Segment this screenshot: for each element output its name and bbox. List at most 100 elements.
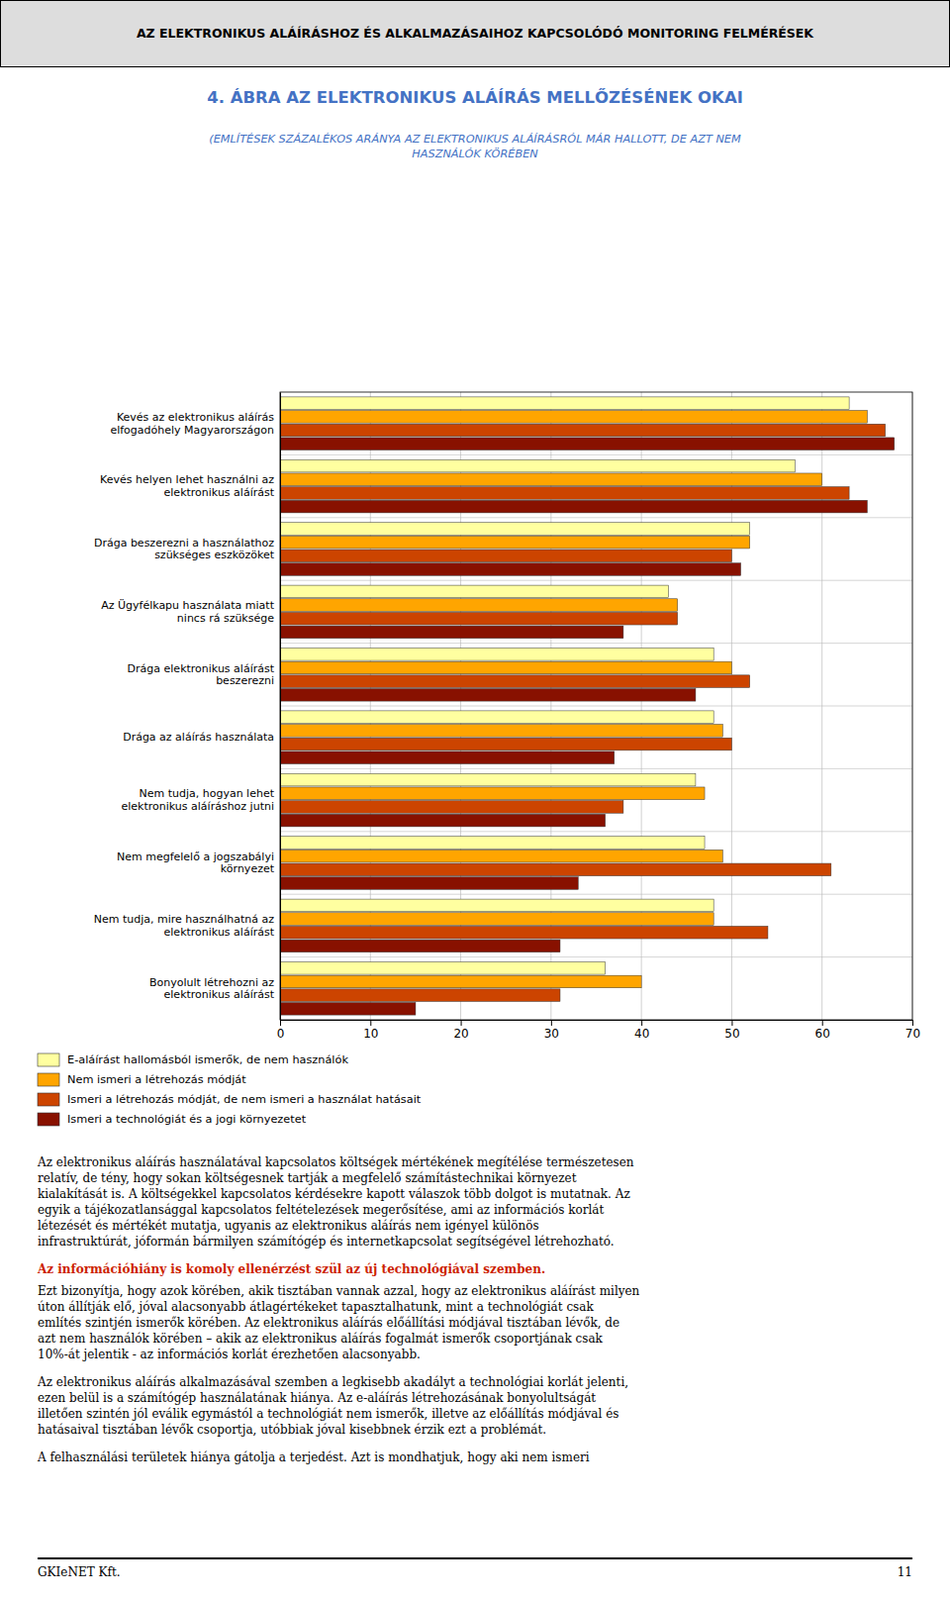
group-separator	[280, 516, 913, 518]
legend-label: Nem ismeri a létrehozás módját	[67, 1072, 247, 1086]
x-tick-mark	[280, 1019, 282, 1026]
legend-item: Nem ismeri a létrehozás módját	[37, 1072, 247, 1086]
text-line: Az Ügyfélkapu használata miatt	[100, 598, 276, 612]
bar	[280, 473, 823, 486]
series	[280, 410, 867, 988]
bar	[280, 688, 696, 702]
legend-swatch	[37, 1112, 60, 1126]
bar	[280, 862, 832, 876]
bar	[280, 486, 850, 500]
bar	[280, 410, 867, 424]
bar	[280, 800, 624, 814]
text-line: elektronikus aláírást	[164, 485, 276, 499]
bar	[280, 598, 678, 612]
y-tick: Bonyolult létrehozni azelektronikus aláí…	[149, 974, 281, 1001]
bar	[280, 535, 751, 549]
text-line: HASZNÁLÓK KÖRÉBEN	[411, 147, 539, 161]
bars	[280, 396, 895, 1015]
chart-title: 4. ÁBRA AZ ELEKTRONIKUS ALÁÍRÁS MELLŐZÉS…	[206, 87, 744, 107]
y-tick: Kevés az elektronikus aláíráselfogadóhel…	[109, 410, 281, 437]
x-tick: 70	[905, 1019, 921, 1041]
paragraph: Az elektronikus aláírás alkalmazásával s…	[36, 1374, 629, 1436]
legend-item: Ismeri a létrehozás módját, de nem ismer…	[37, 1092, 422, 1106]
text-line: Az elektronikus aláírás használatával ka…	[36, 1154, 635, 1169]
text-line: elektronikus aláírást	[164, 925, 276, 939]
bar	[280, 724, 723, 738]
bar	[280, 499, 867, 513]
text-line: A felhasználási területek hiánya gátolja…	[36, 1449, 590, 1464]
text-line: Az elektronikus aláírás alkalmazásával s…	[36, 1374, 629, 1389]
text-line: Kevés helyen lehet használni az	[99, 473, 275, 486]
bar	[280, 786, 705, 800]
x-tick-mark	[822, 1019, 824, 1026]
y-tick-label: Drága beszerezni a használathozszükséges…	[94, 536, 276, 563]
text-line: szükséges eszközöket	[154, 548, 276, 562]
group-separator	[280, 705, 913, 707]
y-tick-label: Kevés az elektronikus aláíráselfogadóhel…	[109, 410, 275, 437]
text-line: hatásaival tisztában lévők csoportja, ut…	[37, 1422, 547, 1436]
legend-item: Ismeri a technológiát és a jogi környeze…	[37, 1112, 307, 1126]
y-tick-label: Nem megfelelő a jogszabályikörnyezet	[116, 850, 276, 876]
text-line: Nem tudja, hogyan lehet	[138, 786, 275, 800]
bar	[280, 674, 751, 688]
y-tick-label: Nem tudja, mire használhatná azelektroni…	[94, 912, 276, 939]
header-title: AZ ELEKTRONIKUS ALÁÍRÁSHOZ ÉS ALKALMAZÁS…	[136, 25, 815, 41]
text-line: Nem tudja, mire használhatná az	[94, 912, 276, 926]
legend-item: E-aláírást hallomásból ismerők, de nem h…	[37, 1052, 349, 1066]
bar	[280, 710, 714, 724]
y-tick-label: Nem tudja, hogyan lehetelektronikus aláí…	[121, 786, 276, 813]
page: AZ ELEKTRONIKUS ALÁÍRÁSHOZ ÉS ALKALMAZÁS…	[0, 0, 950, 1600]
bar	[280, 647, 714, 661]
x-tick-label: 60	[815, 1026, 831, 1041]
legend-swatch	[37, 1072, 60, 1086]
bar	[280, 876, 578, 890]
x-axis: 010203040506070	[277, 1019, 921, 1041]
bar	[280, 584, 669, 598]
y-tick-label: Kevés helyen lehet használni azelektroni…	[99, 473, 276, 499]
text-line: említés szintjén ismerők körében. Az ele…	[37, 1315, 620, 1330]
footer-left: GKIeNET Kft.	[37, 1564, 121, 1579]
y-tick: Nem tudja, mire használhatná azelektroni…	[94, 912, 281, 939]
x-tick: 10	[363, 1019, 379, 1041]
paragraph: A felhasználási területek hiánya gátolja…	[36, 1449, 590, 1464]
bar	[280, 549, 732, 563]
text-line: Nem megfelelő a jogszabályi	[116, 850, 275, 863]
text-line: elektronikus aláíráshoz jutni	[121, 799, 275, 813]
text-line: környezet	[220, 861, 276, 875]
text-line: infrastruktúrát, jóformán bármilyen szám…	[37, 1234, 615, 1248]
y-tick: Drága elektronikus aláírástbeszerezni	[127, 661, 281, 687]
x-tick-mark	[731, 1019, 733, 1026]
y-axis-line	[280, 392, 282, 1021]
x-tick: 0	[277, 1019, 285, 1041]
series	[280, 396, 850, 974]
bar	[280, 988, 561, 1002]
text-line: beszerezni	[215, 673, 275, 687]
text-line: Drága elektronikus aláírást	[127, 661, 276, 674]
text-line: (EMLÍTÉSEK SZÁZALÉKOS ARÁNYA AZ ELEKTRON…	[208, 132, 742, 146]
text-line: Drága az aláírás használata	[122, 730, 275, 744]
group-separator	[280, 955, 913, 957]
grid	[280, 391, 913, 1020]
y-tick-label: Az Ügyfélkapu használata miattnincs rá s…	[100, 598, 276, 625]
bar	[280, 772, 696, 786]
plot-frame	[280, 391, 913, 1020]
bar	[280, 912, 714, 926]
paragraph: Ezt bizonyítja, hogy azok körében, akik …	[37, 1283, 641, 1361]
group-separator	[280, 454, 913, 456]
group-separator	[280, 893, 913, 895]
x-tick-mark	[641, 1019, 643, 1026]
text-line: nincs rá szüksége	[177, 611, 275, 625]
text-line: Kevés az elektronikus aláírás	[116, 410, 275, 424]
bar	[280, 396, 850, 410]
bar	[280, 836, 705, 850]
text-line: ezen belül is a számítógép használatának…	[37, 1390, 596, 1405]
series	[280, 437, 895, 1015]
paragraph-heading: Az információhiány is komoly ellenérzést…	[36, 1261, 546, 1276]
y-tick: Nem tudja, hogyan lehetelektronikus aláí…	[121, 786, 281, 813]
legend: E-aláírást hallomásból ismerők, de nem h…	[37, 1052, 422, 1126]
bar	[280, 960, 606, 974]
x-tick-mark	[461, 1019, 463, 1026]
x-tick: 60	[815, 1019, 831, 1041]
x-tick-label: 70	[905, 1026, 921, 1041]
text-line: létezését és mértékét mutatja, ugyanis a…	[37, 1218, 540, 1233]
